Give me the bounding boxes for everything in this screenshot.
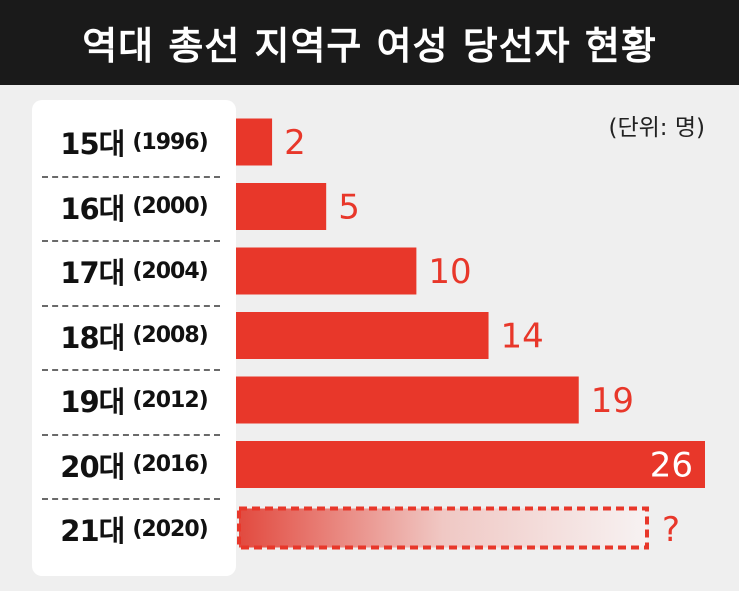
row-separator [42, 176, 220, 178]
bar [236, 183, 327, 230]
bar-value-label: 2 [284, 123, 306, 163]
category-generation: 18대 [60, 320, 125, 355]
category-label-panel [32, 100, 236, 576]
row-separator [42, 434, 220, 436]
bar [236, 312, 489, 359]
bar [236, 376, 579, 424]
row-separator [42, 498, 220, 500]
category-generation: 16대 [60, 191, 125, 226]
category-year: (2016) [132, 452, 208, 477]
category-year: (2008) [132, 323, 208, 348]
category-year: (2000) [132, 194, 208, 219]
row-separator [42, 305, 220, 307]
bar-value-label: 5 [338, 188, 360, 228]
bar-value-label: 14 [501, 317, 544, 357]
category-label: 15대 (1996) [32, 122, 236, 162]
placeholder-bar [237, 506, 649, 550]
category-label: 18대 (2008) [32, 316, 236, 356]
category-year: (2004) [132, 258, 208, 284]
category-label: 19대 (2012) [32, 380, 236, 420]
category-generation: 19대 [60, 385, 125, 419]
bar-value-label: 10 [428, 252, 471, 292]
category-label: 16대 (2000) [32, 187, 236, 227]
bar-value-label: 19 [591, 381, 634, 421]
bar-value-label: ? [662, 510, 680, 550]
category-label: 17대 (2004) [32, 251, 236, 291]
category-year: (1996) [132, 129, 208, 155]
row-separator [42, 240, 220, 242]
category-generation: 21대 [60, 514, 125, 548]
category-generation: 15대 [60, 127, 125, 161]
category-generation: 20대 [60, 449, 125, 484]
bar [236, 247, 417, 295]
row-separator [42, 369, 220, 371]
category-year: (2012) [132, 387, 208, 413]
unit-note: (단위: 명) [608, 115, 706, 141]
bar-value-label: 26 [650, 446, 693, 486]
category-year: (2020) [132, 516, 208, 542]
category-label: 21대 (2020) [32, 509, 236, 549]
category-generation: 17대 [60, 256, 125, 290]
bar [236, 118, 273, 166]
title-bar: 역대 총선 지역구 여성 당선자 현황 [0, 0, 739, 85]
bar [236, 441, 705, 488]
chart-title: 역대 총선 지역구 여성 당선자 현황 [82, 24, 657, 68]
category-label: 20대 (2016) [32, 445, 236, 485]
